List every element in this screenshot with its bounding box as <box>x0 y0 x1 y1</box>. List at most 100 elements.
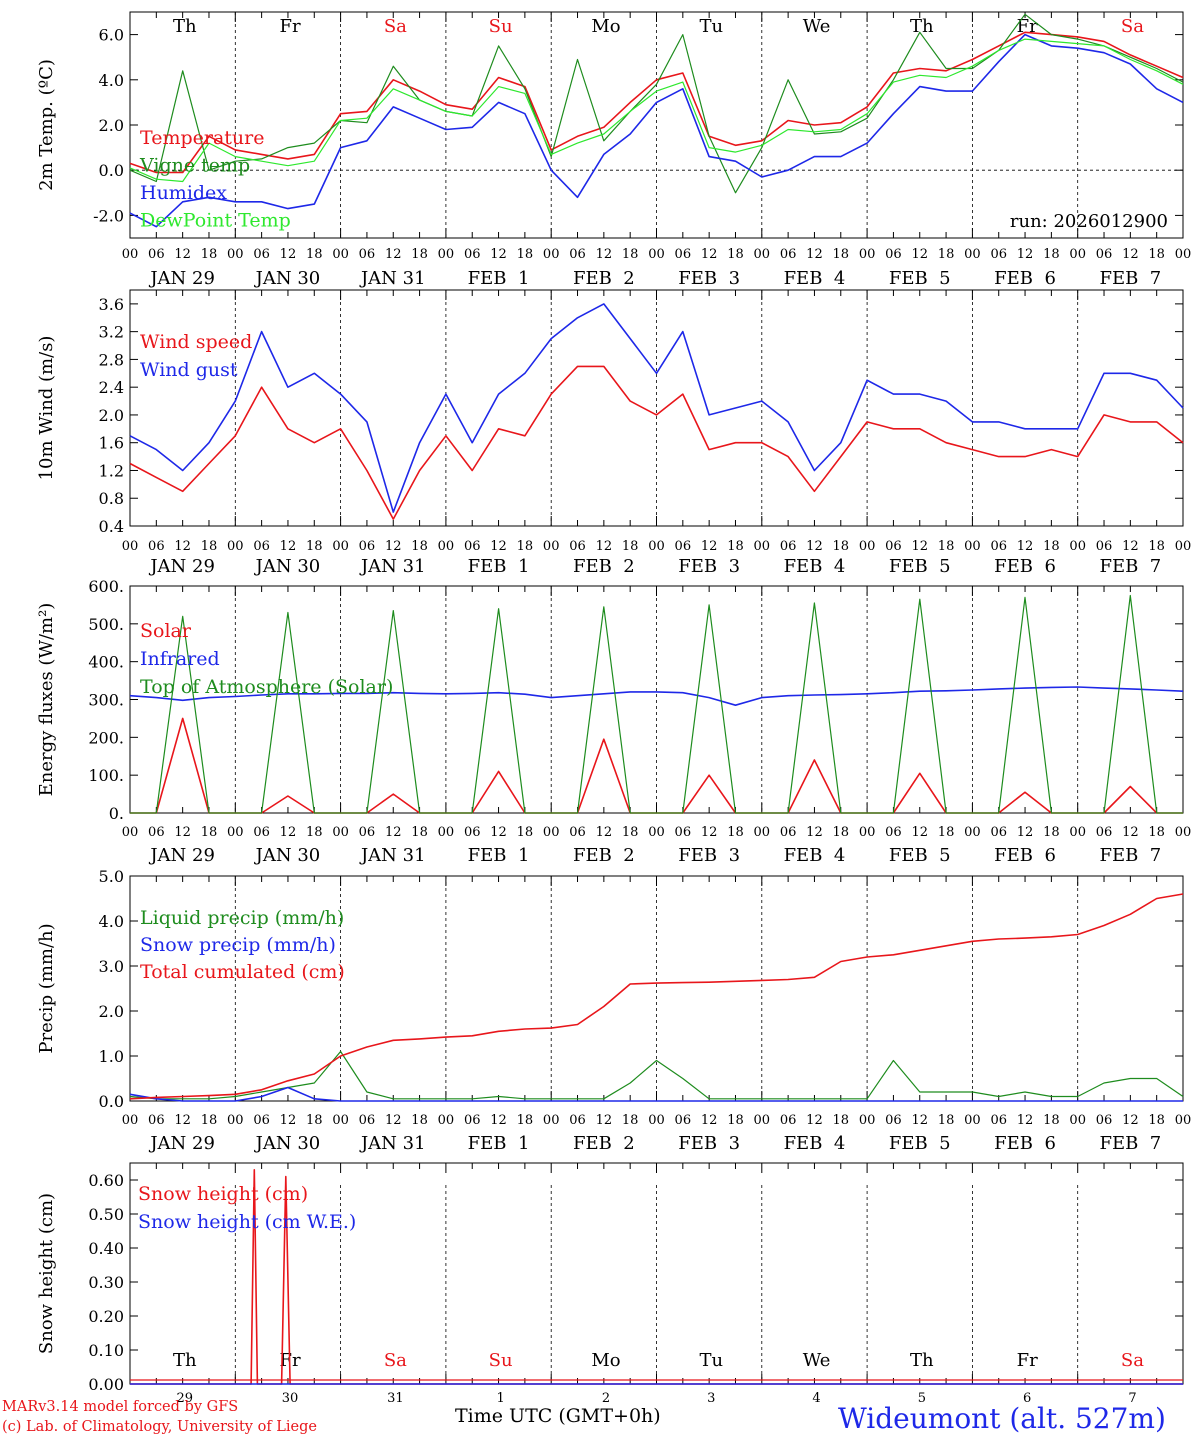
date-label: FEB 3 <box>678 1133 740 1154</box>
hour-tick-label: 18 <box>938 1113 955 1128</box>
legend-entry: Wind speed <box>140 331 252 353</box>
hour-tick-label: 00 <box>964 247 981 262</box>
day-of-week-label: Fr <box>1017 16 1038 37</box>
day-of-week-label: Tu <box>699 16 723 37</box>
hour-tick-label: 06 <box>359 825 376 840</box>
hour-tick-label: 00 <box>122 1113 139 1128</box>
hour-tick-label: 12 <box>174 1113 191 1128</box>
hour-tick-label: 12 <box>385 1113 402 1128</box>
hour-tick-label: 18 <box>1043 247 1060 262</box>
hour-tick-label: 12 <box>1122 247 1139 262</box>
hour-tick-label: 18 <box>938 539 955 554</box>
hour-tick-label: 00 <box>438 825 455 840</box>
y-tick-label: 6.0 <box>99 26 124 45</box>
hour-tick-label: 00 <box>648 1113 665 1128</box>
panel-4: 0.0 1.0 2.0 3.0 4.0 5.0 Precip (mm/h) 00 06 12 18 0… <box>36 867 1191 1154</box>
y-tick-label: 0.50 <box>88 1205 124 1224</box>
date-label: FEB 5 <box>889 845 951 866</box>
y-tick-label: -2.0 <box>93 206 124 225</box>
hour-tick-label: 18 <box>727 825 744 840</box>
hour-tick-label: 00 <box>754 1113 771 1128</box>
hour-tick-label: 06 <box>675 1113 692 1128</box>
hour-tick-label: 06 <box>253 247 270 262</box>
y-tick-label: 0. <box>109 804 124 823</box>
series-line-wind-speed <box>129 365 1184 520</box>
hour-tick-label: 18 <box>833 247 850 262</box>
legend-entry: Vigne temp <box>139 155 250 177</box>
date-label: FEB 1 <box>468 556 530 577</box>
date-label: FEB 7 <box>1099 556 1161 577</box>
date-label: JAN 29 <box>148 268 215 289</box>
hour-tick-label: 00 <box>754 539 771 554</box>
day-number-label: 30 <box>282 1391 299 1406</box>
day-number-label: 2 <box>602 1391 610 1406</box>
y-tick-label: 1.0 <box>99 1047 124 1066</box>
hour-tick-label: 12 <box>596 1113 613 1128</box>
date-label: JAN 29 <box>148 1133 215 1154</box>
panel-2: 0.4 0.8 1.2 1.6 2.0 2.4 2.8 3.2 3.6 10m Wind (m/s… <box>36 289 1191 577</box>
y-tick-label: 3.0 <box>99 957 124 976</box>
hour-tick-label: 18 <box>306 825 323 840</box>
y-tick-label: 0.8 <box>99 489 124 508</box>
date-label: FEB 4 <box>784 556 846 577</box>
hour-tick-label: 06 <box>885 825 902 840</box>
station-label: Wideumont (alt. 527m) <box>838 1402 1166 1435</box>
hour-tick-label: 18 <box>201 1113 218 1128</box>
hour-tick-label: 06 <box>990 247 1007 262</box>
date-label: FEB 3 <box>678 556 740 577</box>
y-tick-label: 1.2 <box>99 461 124 480</box>
hour-tick-label: 00 <box>859 247 876 262</box>
date-label: JAN 31 <box>359 845 426 866</box>
date-label: FEB 4 <box>784 845 846 866</box>
day-of-week-label: We <box>803 1350 831 1371</box>
hour-tick-label: 12 <box>806 1113 823 1128</box>
date-label: FEB 3 <box>678 268 740 289</box>
date-label: FEB 2 <box>573 556 635 577</box>
hour-tick-label: 18 <box>517 247 534 262</box>
hour-tick-label: 18 <box>411 539 428 554</box>
y-tick-label: 2.8 <box>99 350 124 369</box>
y-tick-label: 0.0 <box>99 161 124 180</box>
hour-tick-label: 00 <box>964 1113 981 1128</box>
hour-tick-label: 18 <box>1148 825 1165 840</box>
date-label: FEB 6 <box>994 845 1056 866</box>
hour-tick-label: 06 <box>885 539 902 554</box>
hour-tick-label: 18 <box>727 539 744 554</box>
hour-tick-label: 00 <box>1069 1113 1086 1128</box>
hour-tick-label: 18 <box>1043 1113 1060 1128</box>
hour-tick-label: 12 <box>1017 539 1034 554</box>
model-credit: MARv3.14 model forced by GFS <box>2 1399 239 1415</box>
date-label: FEB 6 <box>994 556 1056 577</box>
day-of-week-label: Mo <box>591 1350 620 1371</box>
day-of-week-label: Sa <box>1121 16 1144 37</box>
y-tick-label: 2.0 <box>99 1002 124 1021</box>
day-number-label: 31 <box>387 1391 404 1406</box>
panel-1: -2.0 0.0 2.0 4.0 6.0 2m Temp. (ºC) 00 06 12 18 00 0… <box>36 11 1192 289</box>
date-label: FEB 2 <box>573 1133 635 1154</box>
hour-tick-label: 12 <box>385 539 402 554</box>
day-of-week-label: Th <box>910 1350 934 1371</box>
hour-tick-label: 12 <box>174 247 191 262</box>
y-tick-label: 3.6 <box>99 295 124 314</box>
hour-tick-label: 06 <box>359 539 376 554</box>
hour-tick-label: 18 <box>622 1113 639 1128</box>
hour-tick-label: 06 <box>569 825 586 840</box>
hour-tick-label: 18 <box>727 1113 744 1128</box>
y-tick-label: 500. <box>88 615 124 634</box>
hour-tick-label: 00 <box>1175 247 1192 262</box>
legend-entry: Snow precip (mm/h) <box>140 934 336 956</box>
day-of-week-label: Th <box>173 16 197 37</box>
hour-tick-label: 06 <box>569 539 586 554</box>
hour-tick-label: 12 <box>1122 825 1139 840</box>
day-of-week-label: Su <box>489 16 513 37</box>
hour-tick-label: 18 <box>622 539 639 554</box>
hour-tick-label: 06 <box>675 825 692 840</box>
hour-tick-label: 12 <box>1017 825 1034 840</box>
hour-tick-label: 06 <box>359 247 376 262</box>
hour-tick-label: 00 <box>332 825 349 840</box>
legend-entry: DewPoint Temp <box>140 210 291 232</box>
hour-tick-label: 06 <box>253 539 270 554</box>
hour-tick-label: 00 <box>227 825 244 840</box>
hour-tick-label: 06 <box>1096 539 1113 554</box>
hour-tick-label: 06 <box>1096 247 1113 262</box>
